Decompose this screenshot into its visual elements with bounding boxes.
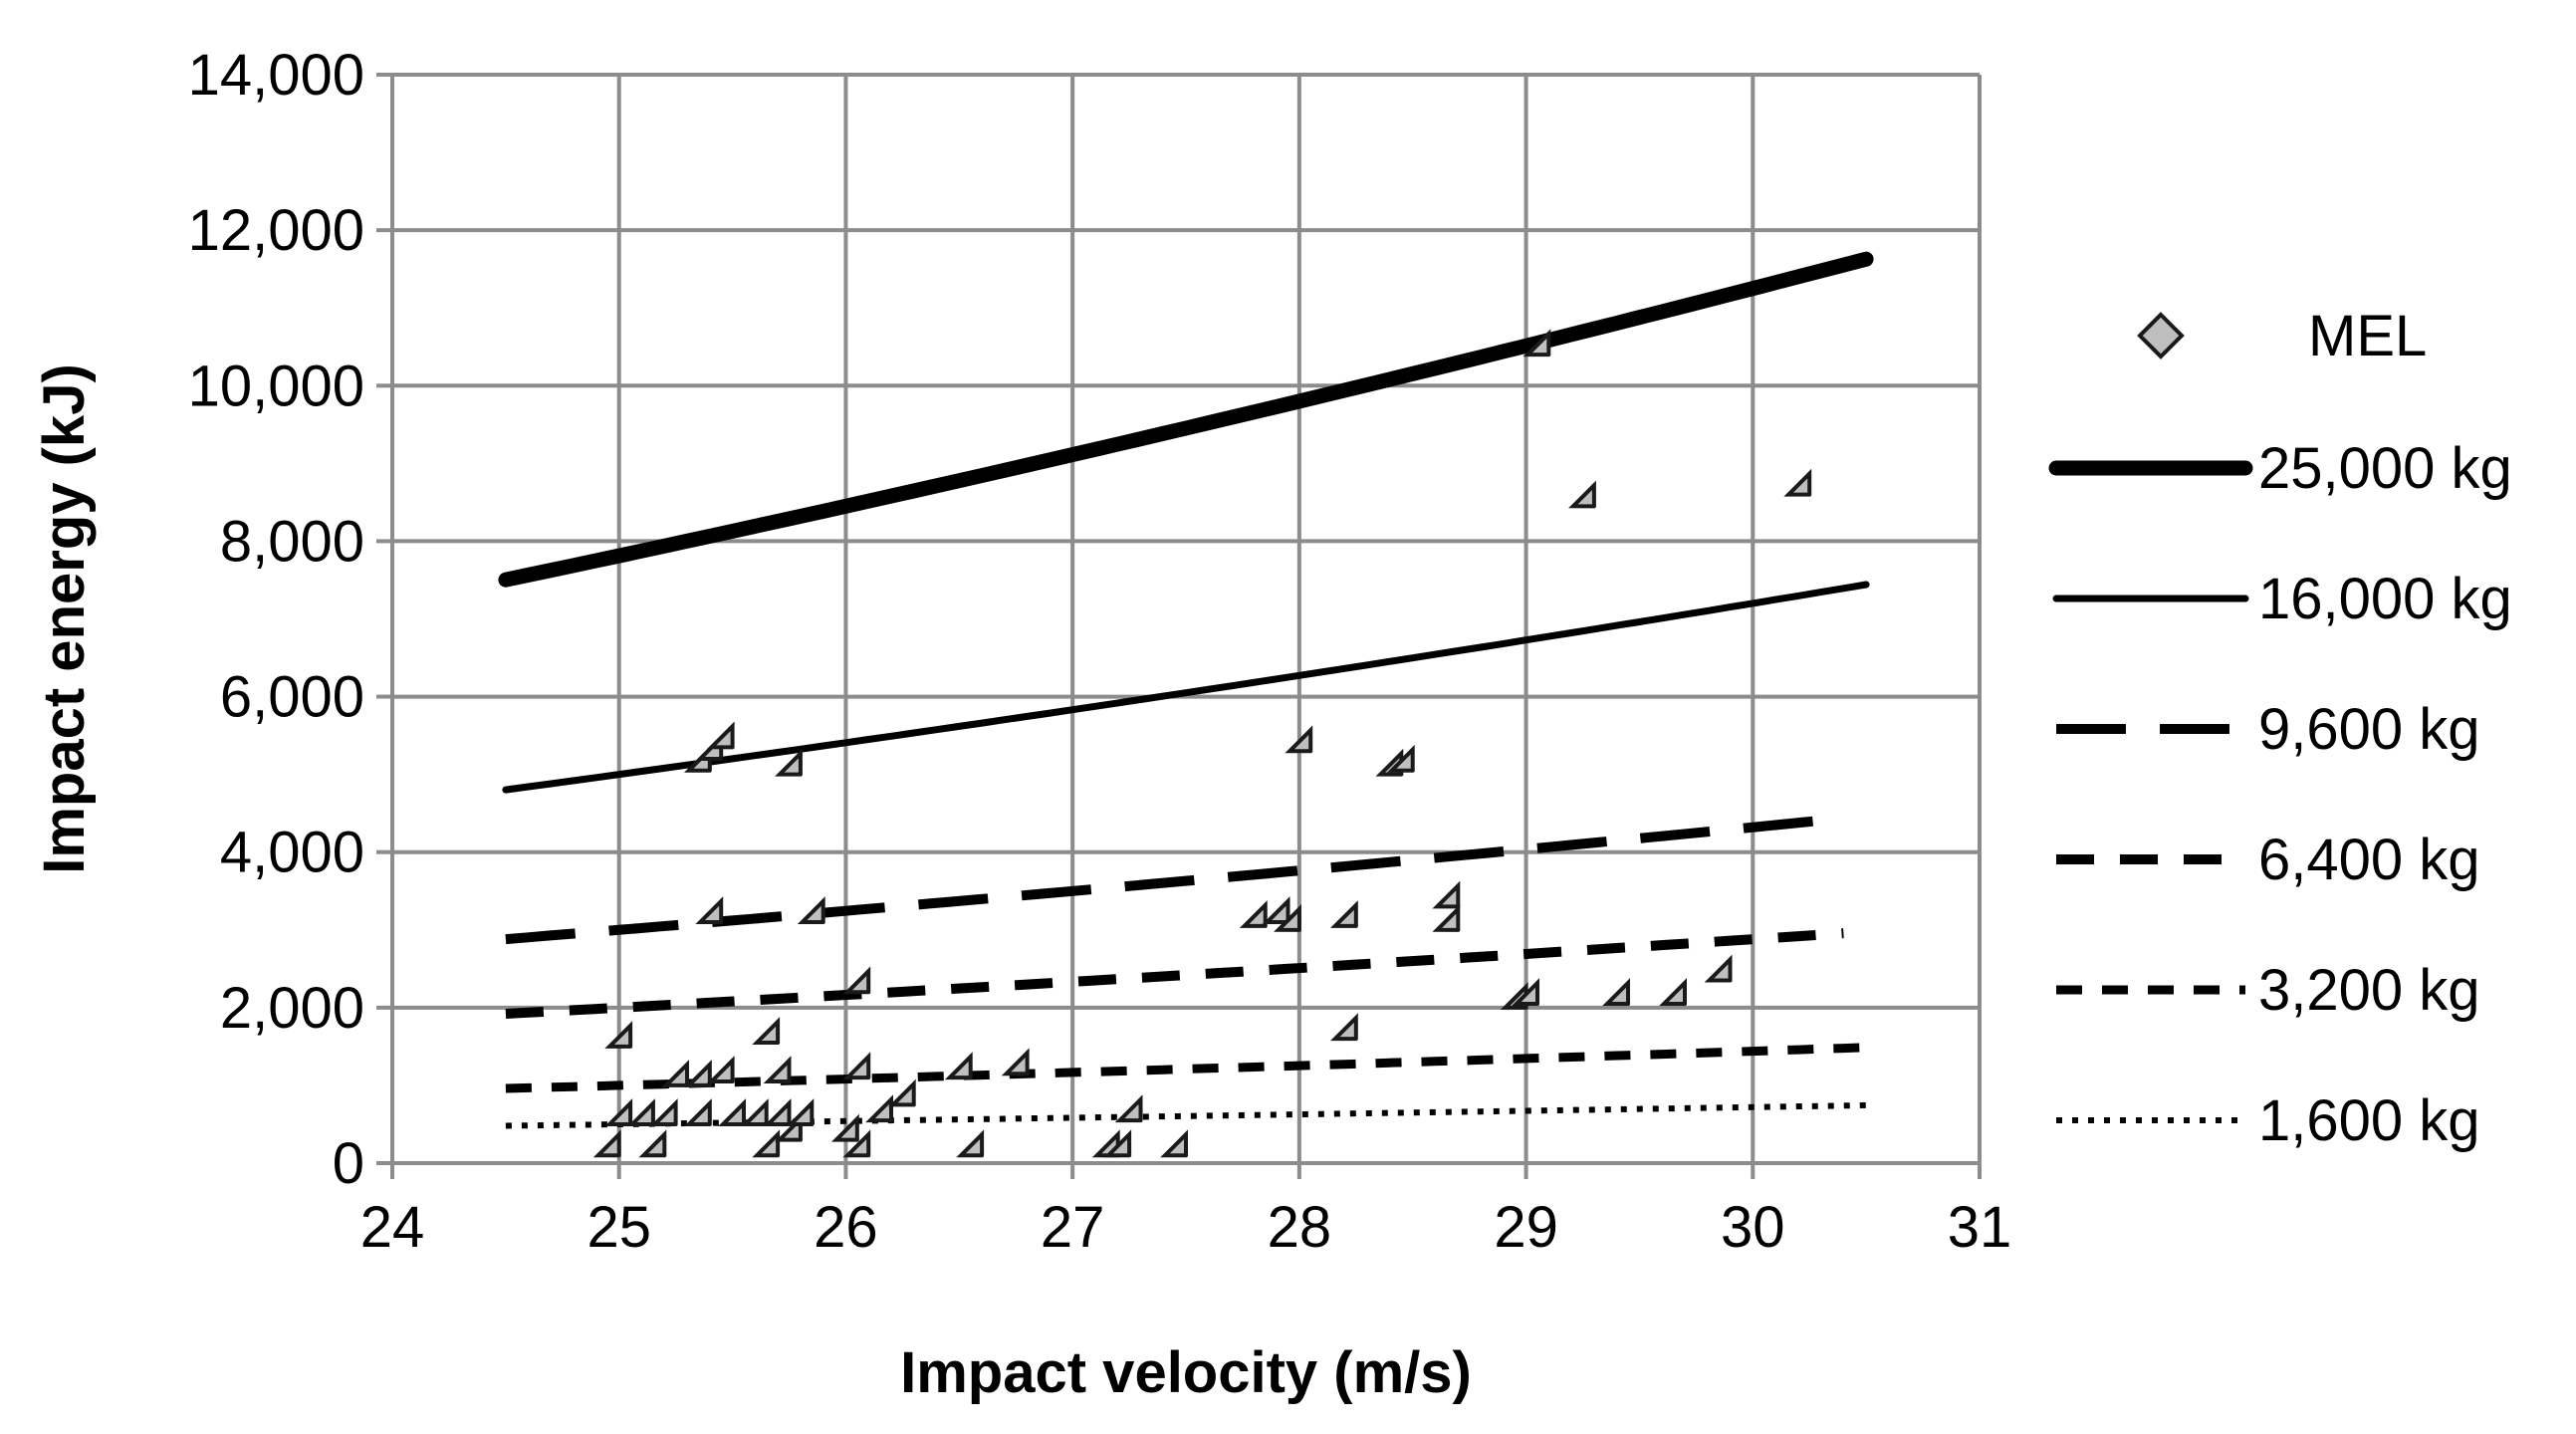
y-axis-title: Impact energy (kJ) (32, 363, 97, 874)
scatter-point-11 (695, 896, 724, 925)
scatter-point-0 (592, 1129, 621, 1158)
scatter-point-36 (1160, 1129, 1189, 1158)
scatter-point-13 (706, 721, 735, 750)
scatter-point-17 (752, 1129, 781, 1158)
scatter-point-1 (604, 1021, 633, 1049)
series-line-25000kg (498, 251, 1874, 588)
scatter-point-31 (956, 1129, 985, 1158)
scatter-point-50 (1568, 480, 1596, 509)
x-tick-label-3: 27 (1041, 1195, 1105, 1260)
scatter-point-23 (797, 896, 825, 925)
legend-label-mel: MEL (2308, 304, 2427, 368)
scatter-point-5 (649, 1098, 678, 1127)
legend-entry-3200kg: 3,200 kg (2056, 958, 2480, 1023)
scatter-point-4 (638, 1129, 667, 1158)
x-tick-label-7: 31 (1948, 1195, 2012, 1260)
scatter-point-41 (1329, 900, 1358, 928)
scatter-point-8 (683, 1098, 712, 1127)
y-tick-label-4: 8,000 (220, 509, 364, 574)
scatter-point-37 (1239, 900, 1268, 928)
axes-layer: 0 2,000 4,000 6,000 8,000 10,000 12,000 14,000 2… (188, 43, 2012, 1260)
legend-entry-25000kg: 25,000 kg (2048, 436, 2512, 501)
scatter-point-26 (842, 1052, 871, 1080)
legend-marker-mel (2137, 312, 2185, 359)
legend-entry-1600kg: 1,600 kg (2056, 1088, 2480, 1153)
scatter-point-39 (1274, 903, 1301, 932)
scatter-point-54 (1783, 468, 1812, 497)
scatter-point-29 (887, 1078, 916, 1107)
scatter-point-24 (830, 1113, 859, 1142)
series-line-6400kg (505, 928, 1844, 1019)
scatter-point-52 (1659, 978, 1688, 1007)
scatter-point-48 (1512, 978, 1540, 1007)
y-tick-label-6: 12,000 (188, 198, 364, 263)
legend-entry-16000kg: 16,000 kg (2052, 567, 2512, 631)
legend-entry-mel: MEL (2137, 304, 2427, 368)
scatter-point-40 (1285, 725, 1313, 754)
scatter-points-layer (592, 329, 1812, 1158)
legend-label-1600kg: 1,600 kg (2258, 1088, 2480, 1153)
scatter-point-22 (786, 1098, 815, 1127)
y-tick-label-5: 10,000 (188, 354, 364, 418)
scatter-point-18 (763, 1056, 792, 1084)
y-tick-label-2: 4,000 (220, 821, 364, 885)
y-tick-label-3: 6,000 (220, 665, 364, 730)
scatter-point-42 (1329, 1013, 1358, 1042)
x-tick-label-6: 30 (1721, 1195, 1785, 1260)
legend-label-16000kg: 16,000 kg (2258, 567, 2512, 631)
scatter-point-35 (1114, 1094, 1143, 1123)
scatter-point-30 (944, 1052, 973, 1080)
y-tick-label-0: 0 (333, 1131, 364, 1196)
scatter-point-34 (1103, 1129, 1132, 1158)
series-line-16000kg (502, 581, 1870, 794)
legend-label-3200kg: 3,200 kg (2258, 958, 2480, 1023)
scatter-point-27 (842, 966, 871, 995)
scatter-point-7 (683, 1060, 712, 1087)
x-axis-title: Impact velocity (m/s) (900, 1340, 1472, 1405)
scatter-point-21 (775, 748, 803, 777)
legend-label-6400kg: 6,400 kg (2258, 828, 2480, 892)
series-line-9600kg (505, 813, 1844, 945)
legend-label-9600kg: 9,600 kg (2258, 697, 2480, 762)
legend-entry-9600kg: 9,600 kg (2056, 697, 2480, 762)
x-tick-label-4: 28 (1268, 1195, 1332, 1260)
x-tick-label-2: 26 (814, 1195, 878, 1260)
x-tick-label-1: 25 (586, 1195, 651, 1260)
scatter-point-53 (1704, 954, 1733, 983)
x-tick-label-0: 24 (360, 1195, 425, 1260)
scatter-point-44 (1386, 744, 1415, 773)
scatter-point-12 (706, 1056, 735, 1084)
scatter-point-51 (1602, 978, 1631, 1007)
scatter-point-25 (842, 1129, 871, 1158)
scatter-point-49 (1522, 329, 1551, 358)
scatter-point-32 (1001, 1048, 1030, 1076)
y-tick-label-1: 2,000 (220, 976, 364, 1041)
scatter-point-28 (865, 1094, 894, 1123)
y-tick-label-7: 14,000 (188, 43, 364, 108)
legend-label-25000kg: 25,000 kg (2258, 436, 2512, 501)
legend: MEL 25,000 kg 16,000 kg 9,600 kg 6,400 kg 3,2… (2048, 304, 2512, 1153)
scatter-point-16 (752, 1017, 781, 1046)
x-tick-label-5: 29 (1494, 1195, 1558, 1260)
grid-layer (392, 73, 1982, 1163)
legend-entry-6400kg: 6,400 kg (2056, 828, 2480, 892)
scatter-point-46 (1432, 903, 1461, 932)
